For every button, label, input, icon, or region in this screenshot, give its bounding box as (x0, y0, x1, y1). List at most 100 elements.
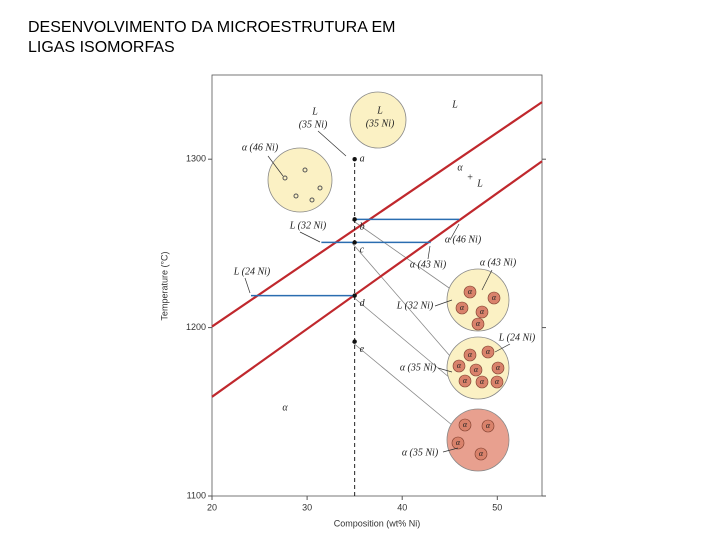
annotation: α (35 Ni) (400, 362, 437, 373)
grain-label: α (476, 319, 481, 328)
y-axis-label: Temperature (°C) (159, 251, 169, 320)
grain (471, 317, 485, 331)
grain-label: α (495, 377, 500, 386)
annotation: L (24 Ni) (498, 332, 536, 343)
annotation: α (282, 402, 288, 413)
annotation: L (32 Ni) (289, 220, 327, 231)
grain (490, 375, 504, 389)
grain (458, 418, 472, 432)
state-point (352, 339, 357, 344)
arrow (267, 155, 284, 177)
grain-label: α (468, 287, 473, 296)
grain (451, 436, 465, 450)
grain (475, 375, 489, 389)
grain-label: α (468, 350, 473, 359)
grain (474, 447, 488, 461)
annotation: α (43 Ni) (410, 259, 447, 270)
particle (282, 175, 288, 181)
arrow (481, 269, 493, 291)
microstructure (446, 268, 510, 332)
arrow (437, 367, 453, 373)
grain-label: α (463, 376, 468, 385)
arrow (317, 130, 347, 157)
arrow (449, 223, 460, 241)
grain-label: α (486, 421, 491, 430)
arrow (299, 231, 321, 243)
microstructure (267, 147, 333, 213)
arrow (244, 277, 251, 294)
annotation: L (311, 106, 318, 117)
particle (317, 185, 323, 191)
state-point (352, 157, 357, 162)
annotation: α (46 Ni) (242, 142, 279, 153)
particle (293, 193, 299, 199)
series-line (211, 101, 543, 328)
grain-label: α (463, 420, 468, 429)
annotation: L (32 Ni) (396, 300, 434, 311)
connector (351, 341, 453, 426)
point-label: a (360, 153, 365, 164)
point-label: e (360, 344, 365, 355)
grain (491, 361, 505, 375)
annotation: α (43 Ni) (480, 257, 517, 268)
grain-label: α (496, 363, 501, 372)
grain-label: α (486, 347, 491, 356)
x-tick-label: 40 (397, 502, 407, 512)
grain (463, 348, 477, 362)
grain-label: α (456, 438, 461, 447)
annotation: L (376, 105, 383, 116)
x-tick-label: 30 (302, 502, 312, 512)
grain (463, 285, 477, 299)
annotation: L (24 Ni) (233, 266, 271, 277)
annotation: + (467, 172, 474, 183)
arrow (442, 447, 459, 453)
y-tick-label: 1300 (186, 154, 206, 164)
annotation: (35 Ni) (366, 118, 395, 129)
particle (309, 197, 315, 203)
grain-label: α (480, 307, 485, 316)
point-label: c (360, 245, 365, 256)
grain (452, 359, 466, 373)
arrow (434, 299, 453, 307)
x-tick-label: 20 (207, 502, 217, 512)
x-axis-label: Composition (wt% Ni) (334, 518, 421, 528)
y-tick-label: 1200 (186, 322, 206, 332)
slide-title: DESENVOLVIMENTO DA MICROESTRUTURA EM LIGA… (28, 18, 395, 58)
title-line: DESENVOLVIMENTO DA MICROESTRUTURA EM (28, 19, 396, 36)
connector (351, 295, 451, 379)
plot-frame (211, 74, 543, 497)
annotation: α (457, 162, 463, 173)
grain-label: α (474, 365, 479, 374)
annotation: α (35 Ni) (402, 447, 439, 458)
annotation: (35 Ni) (299, 119, 328, 130)
grain (481, 419, 495, 433)
grain (487, 291, 501, 305)
grain (475, 305, 489, 319)
state-point (352, 293, 357, 298)
state-point (352, 240, 357, 245)
state-point (352, 217, 357, 222)
arrow (427, 245, 431, 260)
point-label: b (360, 222, 365, 233)
title-line: LIGAS ISOMORFAS (28, 39, 175, 56)
grain-label: α (479, 449, 484, 458)
series-line (211, 160, 543, 398)
connector (351, 219, 453, 291)
grain (469, 363, 483, 377)
microstructure (349, 91, 407, 149)
grain (481, 345, 495, 359)
arrow (494, 343, 511, 353)
particle (302, 167, 308, 173)
point-label: d (360, 298, 366, 309)
grain (458, 374, 472, 388)
x-tick-label: 50 (492, 502, 502, 512)
grain-label: α (460, 303, 465, 312)
grain-label: α (480, 377, 485, 386)
connector (351, 242, 451, 357)
annotation: L (476, 178, 483, 189)
grain-label: α (492, 293, 497, 302)
grain (455, 301, 469, 315)
y-tick-label: 1100 (187, 490, 206, 500)
